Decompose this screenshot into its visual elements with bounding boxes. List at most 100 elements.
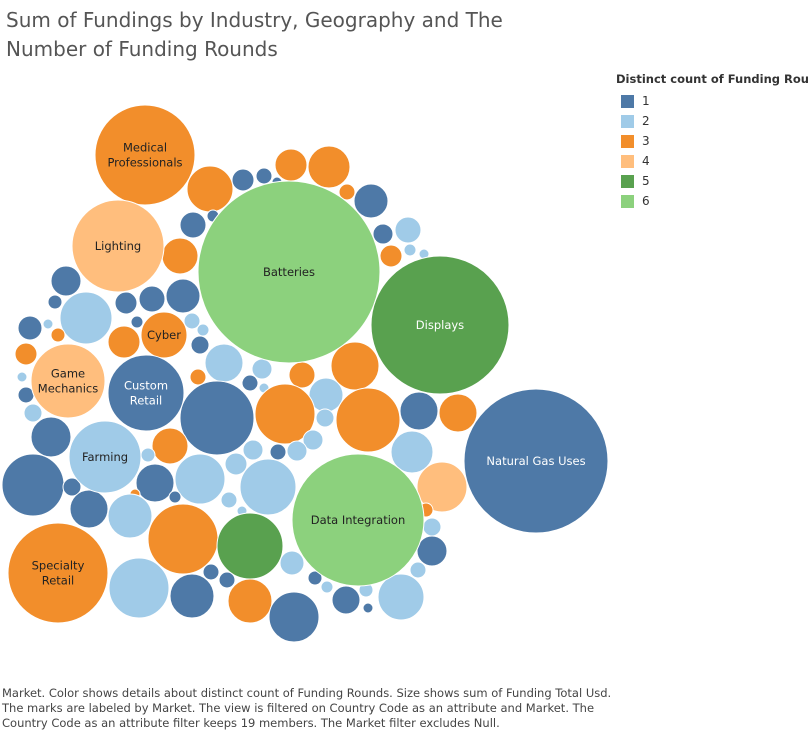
bubble-75[interactable] — [279, 550, 305, 576]
bubble-8[interactable] — [353, 183, 389, 219]
bubble-28[interactable] — [183, 312, 201, 330]
bubble-21[interactable] — [17, 315, 43, 341]
bubble-43[interactable] — [179, 380, 255, 456]
bubble-batteries[interactable] — [197, 180, 381, 364]
bubble-25[interactable] — [165, 278, 201, 314]
bubble-game-mechanics[interactable] — [30, 343, 106, 419]
bubble-61[interactable] — [174, 453, 226, 505]
bubble-71[interactable] — [422, 517, 442, 537]
bubble-68[interactable] — [107, 493, 153, 539]
legend-label-6: 6 — [642, 194, 650, 208]
bubble-52[interactable] — [140, 447, 156, 463]
bubble-88[interactable] — [362, 602, 374, 614]
bubble-47[interactable] — [438, 393, 478, 433]
legend-item-1[interactable]: 1 — [616, 91, 806, 111]
bubble-29[interactable] — [196, 323, 210, 337]
bubble-77[interactable] — [202, 563, 220, 581]
bubble-86[interactable] — [377, 573, 425, 621]
bubble-22[interactable] — [50, 327, 66, 343]
bubble-custom-retail[interactable] — [107, 354, 185, 432]
bubble-78[interactable] — [218, 571, 236, 589]
bubble-12[interactable] — [403, 243, 417, 257]
bubble-lighting[interactable] — [71, 199, 165, 293]
legend-item-5[interactable]: 5 — [616, 171, 806, 191]
bubble-49[interactable] — [315, 408, 335, 428]
bubble-label-displays: Displays — [416, 318, 464, 332]
legend-item-4[interactable]: 4 — [616, 151, 806, 171]
bubble-83[interactable] — [227, 578, 273, 624]
bubble-31[interactable] — [14, 342, 38, 366]
bubble-35[interactable] — [251, 358, 273, 380]
bubble-16[interactable] — [161, 237, 199, 275]
bubble-32[interactable] — [204, 343, 244, 383]
bubble-2[interactable] — [231, 168, 255, 192]
bubble-48[interactable] — [30, 416, 72, 458]
bubble-medical-professionals[interactable] — [94, 104, 196, 206]
bubble-53[interactable] — [242, 439, 264, 461]
bubble-1[interactable] — [186, 165, 234, 213]
bubble-50[interactable] — [302, 429, 324, 451]
bubble-17[interactable] — [50, 265, 82, 297]
bubble-26[interactable] — [130, 315, 144, 329]
bubble-46[interactable] — [399, 391, 439, 431]
bubble-14[interactable] — [179, 211, 207, 239]
bubble-81[interactable] — [108, 557, 170, 619]
bubble-76[interactable] — [409, 561, 427, 579]
bubble-23[interactable] — [114, 291, 138, 315]
bubble-20[interactable] — [42, 318, 54, 330]
bubble-3[interactable] — [255, 167, 273, 185]
bubble-65[interactable] — [69, 489, 109, 529]
bubble-63[interactable] — [239, 458, 297, 516]
bubble-84[interactable] — [331, 585, 361, 615]
bubble-55[interactable] — [286, 440, 308, 462]
bubble-74[interactable] — [416, 535, 448, 567]
bubble-specialty-retail[interactable] — [7, 522, 109, 624]
bubble-59[interactable] — [62, 477, 82, 497]
legend-label-2: 2 — [642, 114, 650, 128]
bubble-72[interactable] — [147, 503, 219, 575]
bubble-6[interactable] — [307, 145, 351, 189]
legend-swatch-5 — [621, 174, 634, 188]
bubble-79[interactable] — [307, 570, 323, 586]
bubble-36[interactable] — [241, 374, 259, 392]
bubble-displays[interactable] — [370, 255, 510, 395]
bubble-natural-gas-uses[interactable] — [463, 388, 609, 534]
bubble-44[interactable] — [254, 383, 316, 445]
bubble-27[interactable] — [107, 325, 141, 359]
bubble-5[interactable] — [274, 148, 308, 182]
bubble-33[interactable] — [189, 368, 207, 386]
bubble-60[interactable] — [135, 463, 175, 503]
bubble-34[interactable] — [16, 371, 28, 383]
bubble-cyber[interactable] — [140, 311, 188, 359]
bubble-11[interactable] — [379, 244, 403, 268]
legend: Distinct count of Funding Rounds 1 2 3 4… — [616, 72, 808, 211]
bubble-67[interactable] — [220, 491, 238, 509]
bubble-10[interactable] — [394, 216, 422, 244]
bubble-38[interactable] — [288, 361, 316, 389]
legend-item-6[interactable]: 6 — [616, 191, 806, 211]
bubble-30[interactable] — [190, 335, 210, 355]
bubble-87[interactable] — [268, 591, 320, 643]
bubble-82[interactable] — [169, 573, 215, 619]
bubble-data-integration[interactable] — [291, 453, 425, 587]
legend-item-2[interactable]: 2 — [616, 111, 806, 131]
bubble-58[interactable] — [1, 453, 65, 517]
bubble-54[interactable] — [269, 443, 287, 461]
bubble-73[interactable] — [216, 512, 284, 580]
bubble-42[interactable] — [23, 403, 43, 423]
bubble-80[interactable] — [320, 580, 334, 594]
bubble-farming[interactable] — [68, 420, 142, 494]
bubble-56[interactable] — [224, 452, 248, 476]
bubble-64[interactable] — [416, 461, 468, 513]
bubble-45[interactable] — [335, 387, 401, 453]
bubble-24[interactable] — [138, 285, 166, 313]
legend-item-3[interactable]: 3 — [616, 131, 806, 151]
bubble-7[interactable] — [338, 183, 356, 201]
bubble-39[interactable] — [330, 341, 380, 391]
bubble-51[interactable] — [151, 427, 189, 465]
bubble-57[interactable] — [390, 430, 434, 474]
bubble-9[interactable] — [372, 223, 394, 245]
bubble-66[interactable] — [168, 490, 182, 504]
bubble-18[interactable] — [47, 294, 63, 310]
bubble-19[interactable] — [59, 291, 113, 345]
